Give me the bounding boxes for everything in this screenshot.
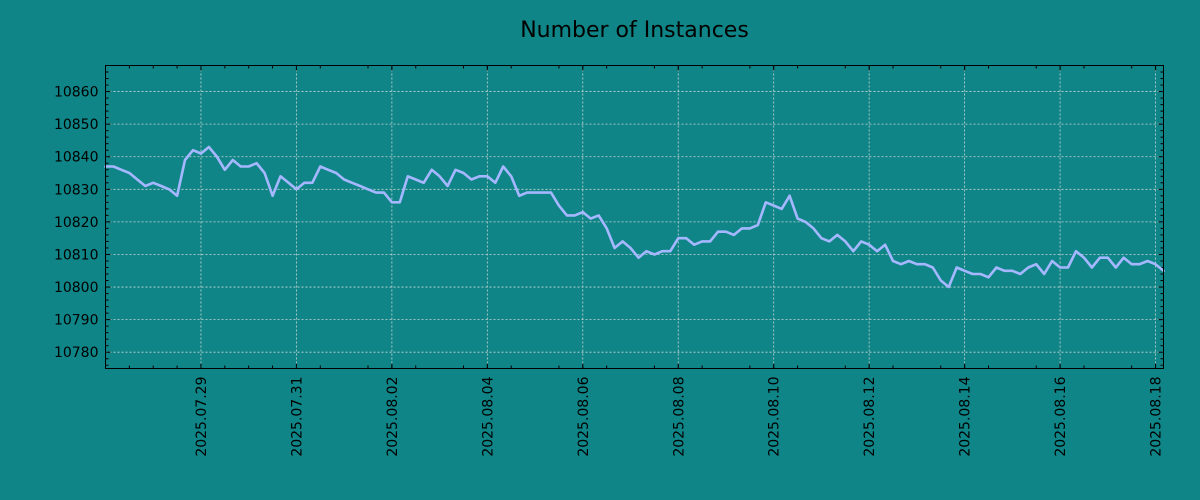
series-layer xyxy=(104,145,1165,289)
x-tick-label: 2025.08.06 xyxy=(576,376,592,456)
y-tick-label: 10780 xyxy=(54,345,99,361)
gridlines xyxy=(105,65,1164,369)
y-tick-label: 10850 xyxy=(54,117,99,133)
x-tick-label: 2025.08.18 xyxy=(1149,377,1165,457)
x-tick-label: 2025.08.12 xyxy=(862,377,878,457)
x-tick-label: 2025.07.29 xyxy=(194,377,210,457)
x-tick-label: 2025.08.08 xyxy=(671,377,687,457)
x-tick-label: 2025.08.02 xyxy=(385,377,401,457)
y-tick-label: 10820 xyxy=(54,215,99,231)
x-tick-label: 2025.07.31 xyxy=(289,377,305,457)
x-tick-label: 2025.08.14 xyxy=(958,376,974,456)
series-line-0 xyxy=(104,145,1165,289)
x-tick-label: 2025.08.16 xyxy=(1053,376,1069,456)
chart-title: Number of Instances xyxy=(520,18,749,43)
y-tick-label: 10790 xyxy=(54,313,99,329)
plot-area-frame xyxy=(105,65,1164,369)
y-tick-label: 10800 xyxy=(54,280,99,296)
y-tick-label: 10840 xyxy=(54,150,99,166)
y-tick-label: 10830 xyxy=(54,182,99,198)
y-tick-label: 10810 xyxy=(54,247,99,263)
axis-ticks: 10780 10790 10800 10810 10820 10830 10840 10850… xyxy=(54,65,1165,457)
x-tick-label: 2025.08.10 xyxy=(767,377,783,457)
x-tick-label: 2025.08.04 xyxy=(480,376,496,456)
y-tick-label: 10860 xyxy=(54,85,99,101)
